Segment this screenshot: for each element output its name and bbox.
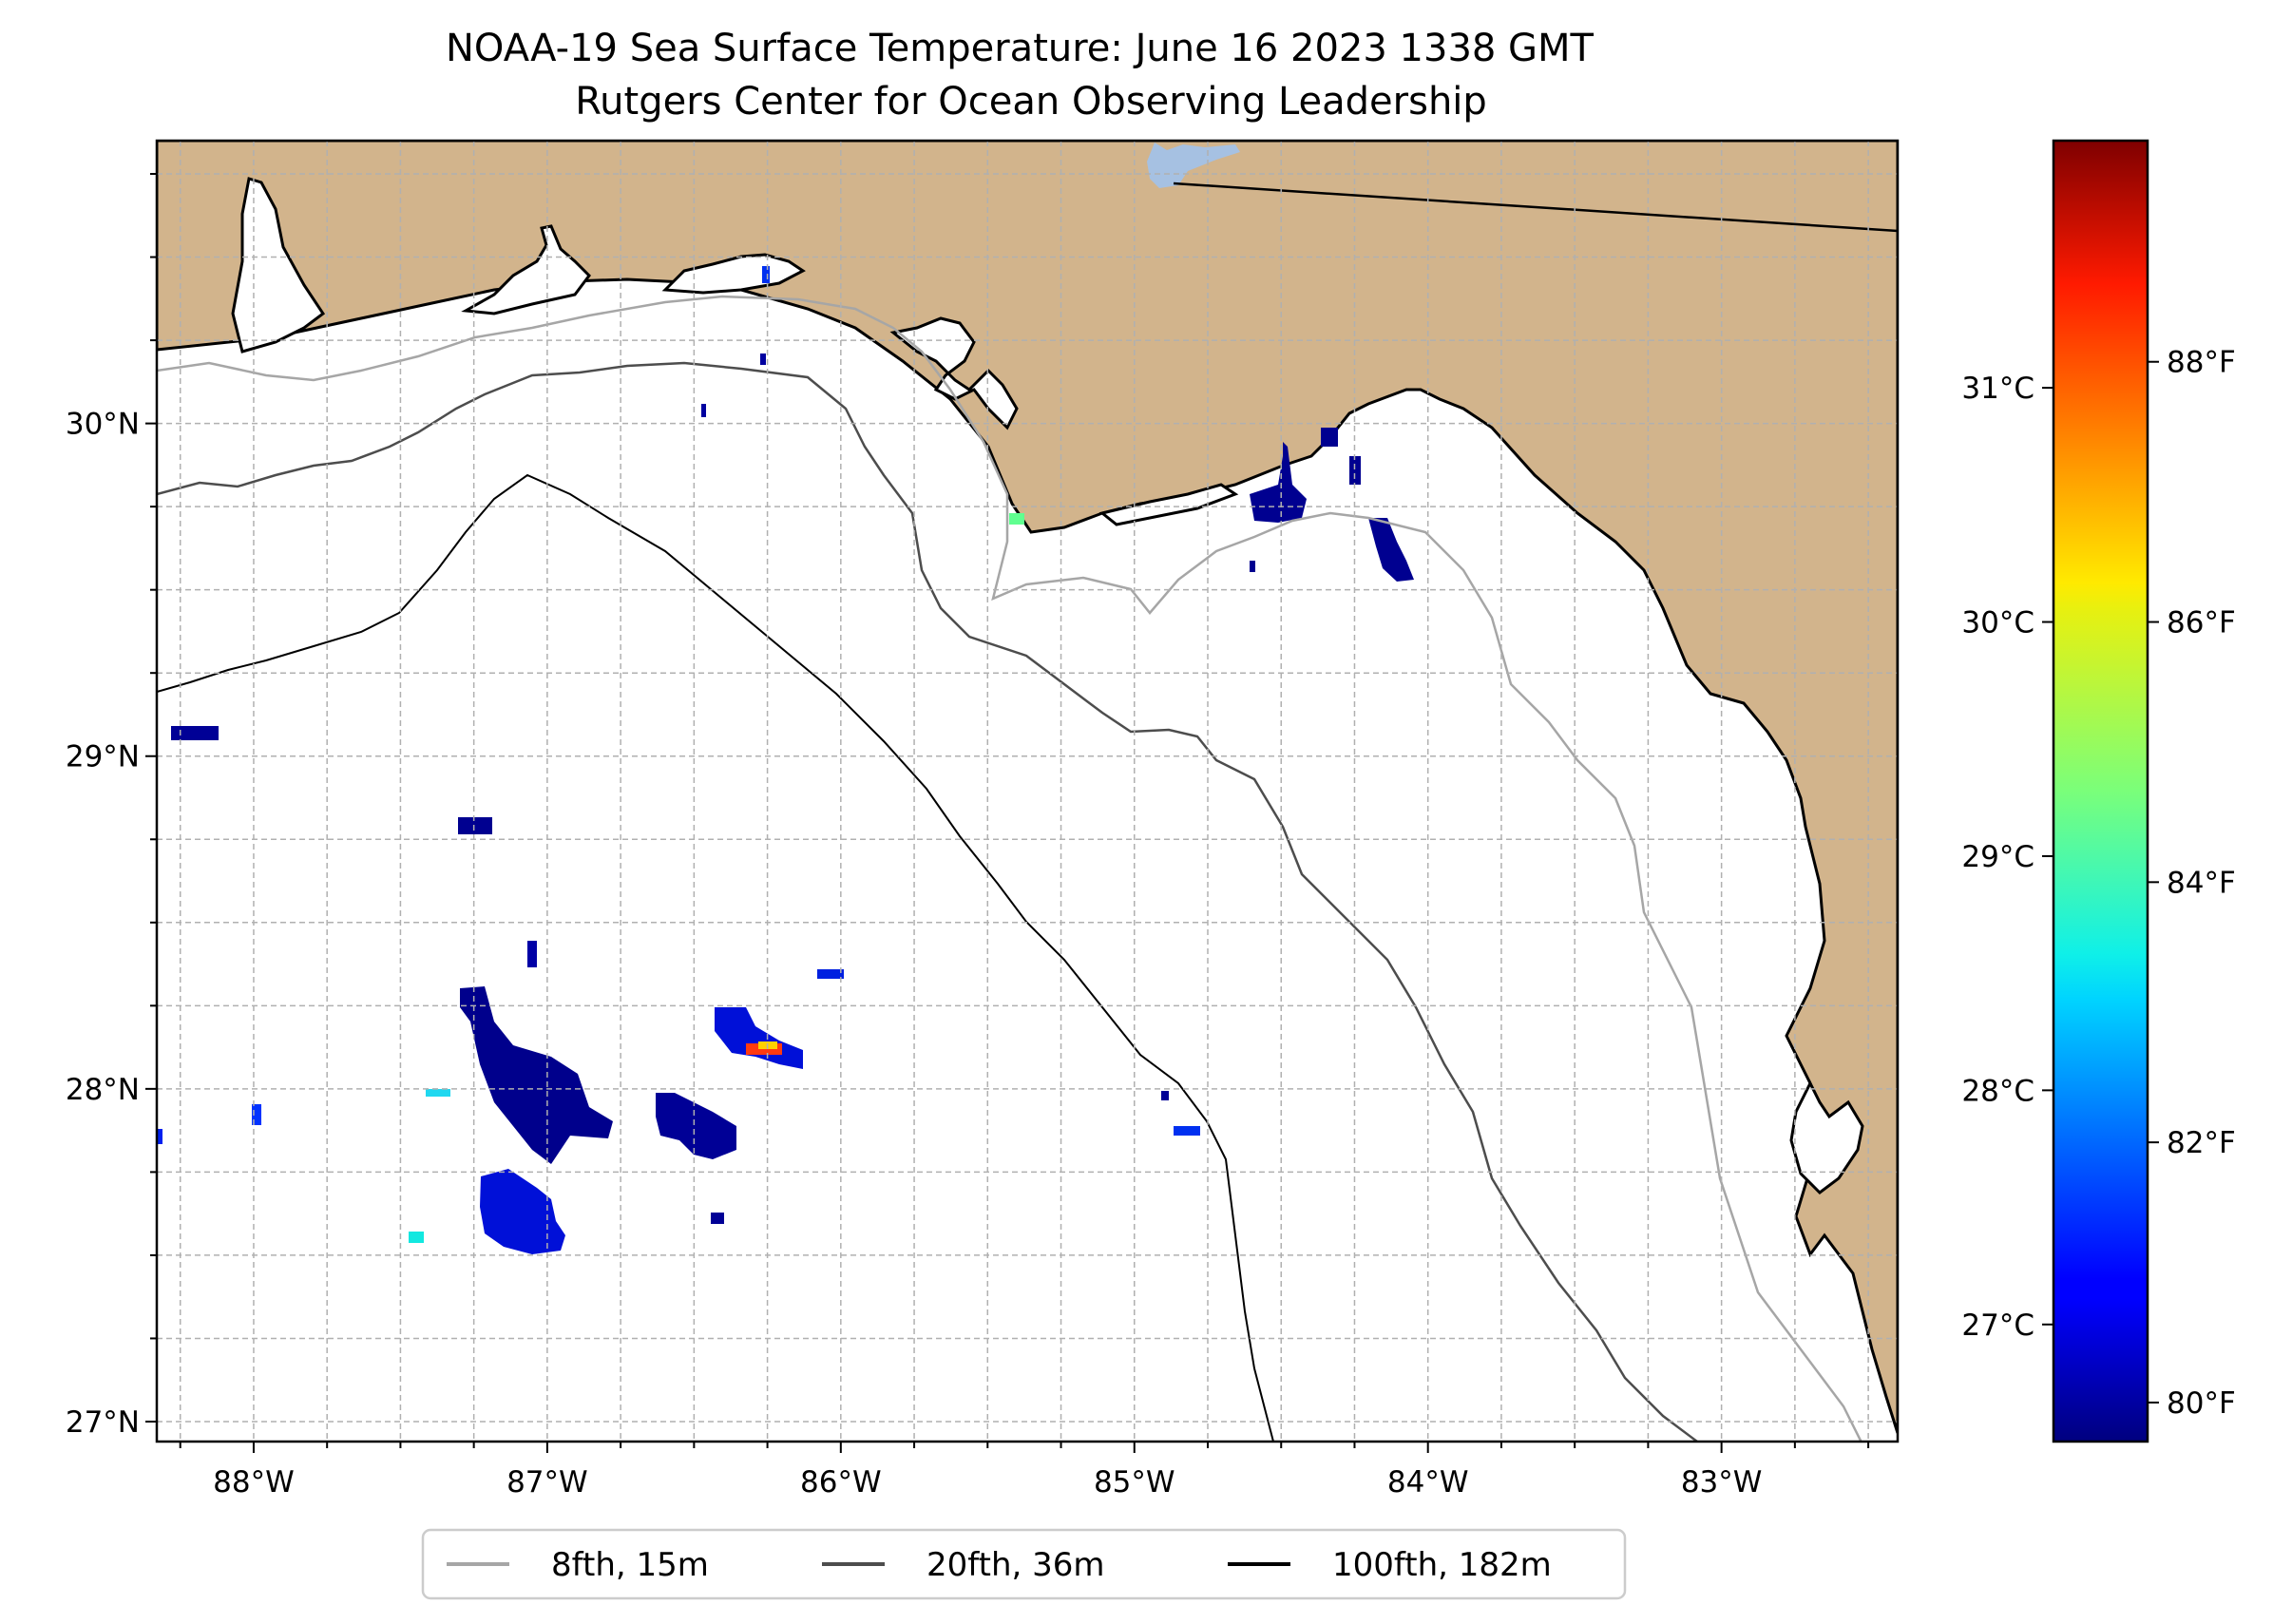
lat-tick-label: 28°N <box>66 1073 140 1107</box>
lon-tick-label: 85°W <box>1094 1465 1175 1500</box>
sst-patch <box>409 1232 424 1243</box>
isobath-100fth <box>157 473 1274 1442</box>
lat-tick-label: 30°N <box>66 408 140 442</box>
lon-tick-label: 86°W <box>800 1465 882 1500</box>
celsius-tick-label: 27°C <box>1961 1309 2034 1343</box>
fahrenheit-tick-label: 80°F <box>2167 1386 2236 1421</box>
lon-tick-label: 88°W <box>213 1465 295 1500</box>
lon-tick-label: 87°W <box>506 1465 588 1500</box>
fahrenheit-tick-label: 82°F <box>2167 1126 2236 1160</box>
celsius-tick-label: 30°C <box>1961 606 2034 640</box>
isobath-8fth <box>157 295 1862 1442</box>
legend-label: 8fth, 15m <box>551 1546 709 1584</box>
fahrenheit-tick-label: 86°F <box>2167 606 2236 640</box>
colorbar: 31°C 30°C 29°C 28°C 27°C 88°F 86°F 84°F 82°F 80°… <box>1961 139 2236 1443</box>
legend-box <box>421 1528 1627 1600</box>
lat-tick-label: 29°N <box>66 740 140 774</box>
lat-tick-label: 27°N <box>66 1405 140 1440</box>
sst-patch <box>656 1093 736 1159</box>
sst-patch <box>458 817 492 834</box>
sst-patch <box>480 1169 565 1254</box>
sst-data-patches <box>157 266 1414 1254</box>
tampa-bay <box>1789 1079 1864 1194</box>
celsius-tick-label: 31°C <box>1961 372 2034 406</box>
mobile-bay <box>231 177 326 353</box>
sst-patch <box>817 969 844 979</box>
sst-patch <box>1250 561 1255 572</box>
colorbar-fahrenheit-axis: 88°F 86°F 84°F 82°F 80°F <box>2148 346 2236 1421</box>
pensacola-bay <box>461 224 591 315</box>
latitude-axis: 30°N 29°N 28°N 27°N <box>66 173 157 1440</box>
lon-tick-label: 83°W <box>1681 1465 1763 1500</box>
sst-patch <box>171 726 219 740</box>
colorbar-celsius-axis: 31°C 30°C 29°C 28°C 27°C <box>1961 372 2053 1343</box>
lon-tick-label: 84°W <box>1387 1465 1469 1500</box>
sst-patch <box>252 1104 261 1125</box>
longitude-axis: 88°W 87°W 86°W 85°W 84°W 83°W <box>179 1442 1870 1500</box>
celsius-tick-label: 29°C <box>1961 840 2034 874</box>
sst-patch <box>1321 428 1338 447</box>
sst-patch <box>1161 1091 1169 1100</box>
sst-patch <box>426 1089 450 1097</box>
legend-label: 100fth, 182m <box>1332 1546 1552 1584</box>
map-title: NOAA-19 Sea Surface Temperature: June 16… <box>446 27 1595 70</box>
sst-patch <box>762 266 770 283</box>
lake <box>1147 143 1240 188</box>
st-andrew-bay <box>889 316 1019 430</box>
map-panel <box>157 141 1898 1442</box>
colorbar-gradient <box>2052 139 2149 1443</box>
sst-patch <box>1250 442 1307 523</box>
isobath-20fth <box>157 361 1700 1442</box>
fahrenheit-tick-label: 88°F <box>2167 346 2236 380</box>
sst-patch <box>157 1129 162 1144</box>
sst-patch <box>760 353 766 365</box>
legend-label: 20fth, 36m <box>926 1546 1105 1584</box>
state-boundary <box>1173 182 1898 233</box>
map-frame <box>155 139 1900 1443</box>
sst-patch <box>1349 456 1361 485</box>
celsius-tick-label: 28°C <box>1961 1074 2034 1108</box>
sst-patch <box>711 1213 724 1224</box>
fahrenheit-tick-label: 84°F <box>2167 866 2236 900</box>
sst-patch <box>1174 1126 1200 1136</box>
apalachicola-bay <box>1098 483 1239 526</box>
legend: 8fth, 15m 20fth, 36m 100fth, 182m <box>421 1528 1627 1600</box>
sst-patch <box>701 404 706 417</box>
sst-patch <box>1009 513 1024 525</box>
sst-patch <box>1368 518 1414 582</box>
sst-patch <box>460 986 613 1164</box>
gridlines <box>157 141 1898 1442</box>
map-subtitle: Rutgers Center for Ocean Observing Leade… <box>575 80 1487 124</box>
sst-patch <box>527 941 537 967</box>
